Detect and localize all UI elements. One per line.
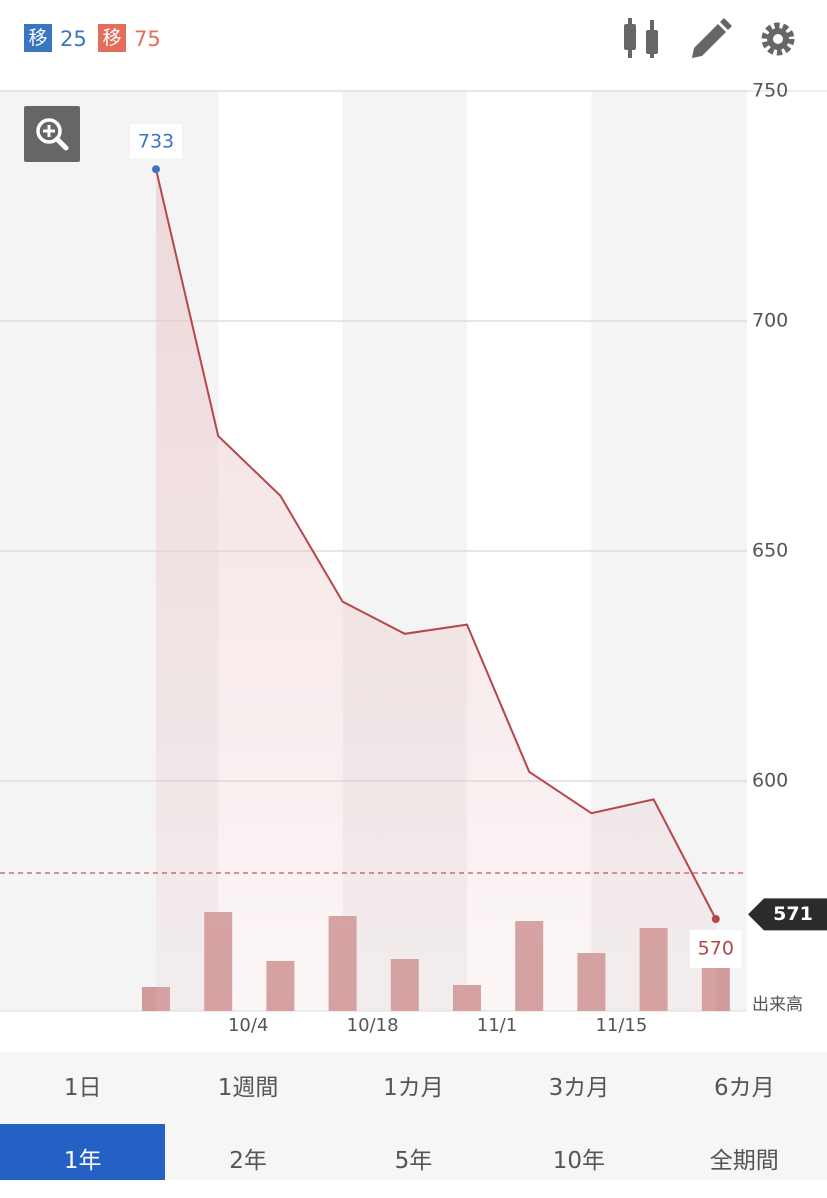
y-tick-label: 650 <box>752 540 788 562</box>
price-tag-label: 571 <box>773 903 813 925</box>
high-label: 733 <box>138 131 174 153</box>
zoom-handle <box>54 136 69 151</box>
zoom-button[interactable] <box>24 106 80 162</box>
pencil-icon[interactable] <box>692 18 732 58</box>
last-label: 570 <box>698 938 734 960</box>
period-button[interactable]: 6カ月 <box>713 1075 775 1101</box>
volume-label: 出来高 <box>752 995 803 1015</box>
x-tick-label: 10/4 <box>228 1015 268 1036</box>
period-button[interactable]: 全期間 <box>709 1148 779 1174</box>
period-selector: 1日 1週間 1カ月 3カ月 6カ月 1年 2年 5年 10年 全期間 <box>0 1052 827 1180</box>
y-tick-label: 600 <box>752 770 788 792</box>
period-button[interactable]: 1カ月 <box>383 1075 444 1101</box>
gear-icon[interactable] <box>761 22 795 56</box>
zoom-plus <box>43 125 55 137</box>
header: 移 25 移 75 <box>0 0 827 91</box>
zoom-lens <box>36 118 62 144</box>
ma-period: 75 <box>134 27 161 51</box>
x-tick-label: 11/15 <box>595 1015 647 1036</box>
last-dot <box>711 915 720 923</box>
last-callout <box>689 930 742 968</box>
period-button[interactable]: 2年 <box>229 1148 267 1174</box>
period-button[interactable]: 3カ月 <box>548 1075 610 1101</box>
y-tick-label: 750 <box>752 80 788 102</box>
ma-badge: 移 <box>98 24 126 52</box>
period-button[interactable]: 5年 <box>394 1148 433 1174</box>
high-callout <box>130 124 182 159</box>
zoom-bg <box>24 106 80 162</box>
price-tag <box>748 898 827 931</box>
period-button[interactable]: 1年 <box>0 1124 166 1180</box>
chart: 600 650 700 750 出来高 10/4 10/18 11/1 11/15 733 570… <box>0 80 827 1036</box>
price-area <box>156 169 716 1011</box>
price-line <box>155 168 717 920</box>
ma-period: 25 <box>60 27 87 51</box>
x-tick-label: 10/18 <box>347 1015 399 1036</box>
period-button[interactable]: 1週間 <box>217 1075 279 1101</box>
period-button[interactable]: 1日 <box>63 1075 102 1101</box>
high-dot <box>152 165 160 174</box>
ma-badge: 移 <box>24 24 52 52</box>
y-tick-label: 700 <box>752 310 788 332</box>
toolbar-icons <box>624 18 795 58</box>
period-button[interactable]: 10年 <box>552 1148 606 1174</box>
candle-icon[interactable] <box>624 18 658 58</box>
x-tick-label: 11/1 <box>477 1015 517 1036</box>
